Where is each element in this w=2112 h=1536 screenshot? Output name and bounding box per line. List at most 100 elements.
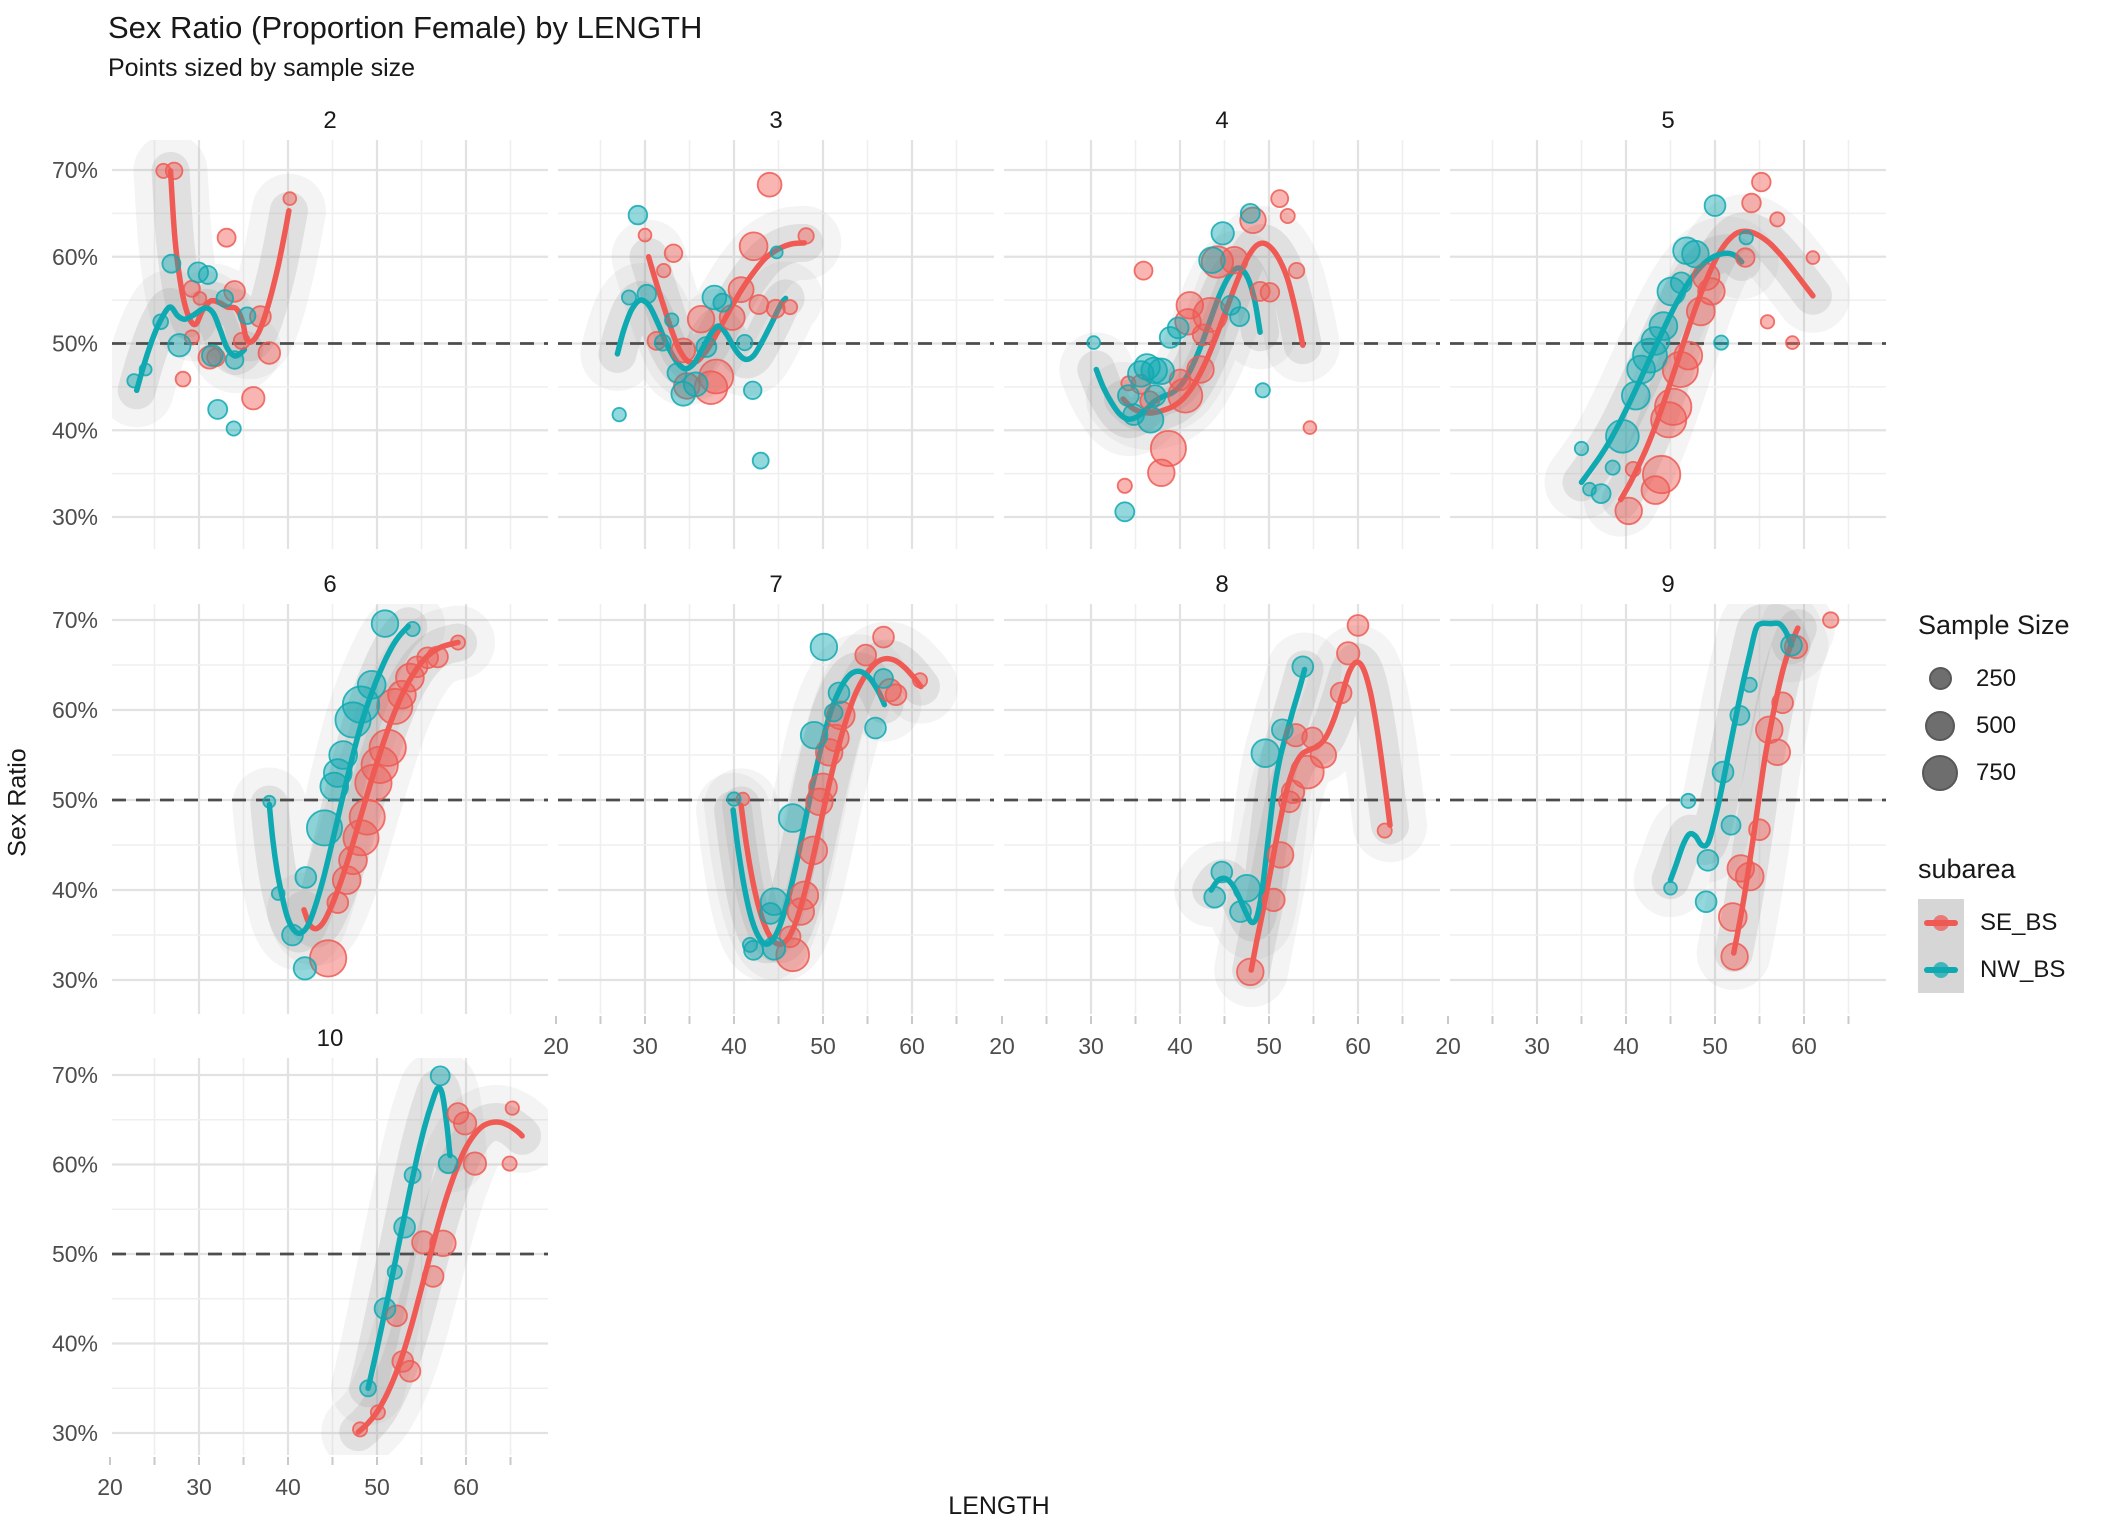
smooth-line-SE_BS [1617,228,1816,503]
panel-plot-area [112,140,548,549]
legend-size-title: Sample Size [1918,610,2070,640]
svg-text:60: 60 [1345,1033,1371,1059]
points-SE_BS [637,171,815,406]
y-axis-title: Sex Ratio [3,748,32,857]
points-NW_BS [1203,655,1315,923]
svg-text:40%: 40% [52,417,98,443]
points-NW_BS [126,253,257,437]
legend-size-item-250: 250 [1918,655,2108,702]
panel-plot-area [1004,604,1440,1014]
panel-plot-area [558,604,994,1014]
facet-panel-6: 6 70% 60% 50% 40% 30% [52,571,548,1014]
points-SE_BS [1236,614,1393,987]
facet-panel-3: 3 [558,107,994,549]
size-750-label: 750 [1976,758,2017,786]
smooth-line-SE_BS [355,1119,525,1435]
svg-text:20: 20 [97,1474,123,1500]
svg-text:60%: 60% [52,244,98,270]
svg-text:40%: 40% [52,877,98,903]
x-axis-title: LENGTH [948,1492,1050,1520]
svg-text:60%: 60% [52,1152,98,1178]
panel-plot-area [112,604,548,1014]
smooth-line-SE_BS [645,240,808,366]
points-SE_BS [1116,189,1318,494]
se-bs-label: SE_BS [1980,908,2058,936]
smooth-line-SE_BS [167,168,292,345]
facet-panel-5: 5 [1450,107,1886,549]
svg-text:50%: 50% [52,1241,98,1267]
svg-text:40: 40 [721,1033,747,1059]
facet-panel-7: 7 20 30 40 50 60 [543,571,994,1059]
facet-label: 2 [323,107,336,134]
points-NW_BS [726,632,894,961]
facet-label: 4 [1215,107,1228,134]
svg-text:30%: 30% [52,504,98,530]
facet-label: 8 [1215,571,1228,598]
svg-text:60: 60 [453,1474,479,1500]
points-NW_BS [359,1065,459,1398]
svg-text:30: 30 [186,1474,212,1500]
legend-subarea-title: subarea [1918,854,2016,884]
size-500-label: 500 [1976,711,2017,739]
svg-text:70%: 70% [52,1062,98,1088]
smooth-line-NW_BS [614,295,789,372]
svg-text:40: 40 [1613,1033,1639,1059]
facet-label: 5 [1661,107,1674,134]
facet-panel-4: 4 [1004,107,1440,549]
svg-text:50: 50 [1702,1033,1728,1059]
points-SE_BS [308,634,466,978]
svg-text:30: 30 [1078,1033,1104,1059]
smooth-line-NW_BS [365,1084,453,1392]
size-250-label: 250 [1976,664,2017,692]
points-SE_BS [352,1100,520,1438]
smooth-line-SE_BS [301,639,461,932]
facet-label: 10 [317,1025,344,1052]
svg-text:30%: 30% [52,1420,98,1446]
svg-text:20: 20 [1435,1033,1461,1059]
smooth-line-NW_BS [1578,250,1745,486]
points-NW_BS [1663,633,1803,913]
legend-subarea: subarea SE_BS NW_BS [1918,854,2108,993]
legend-size-item-750: 750 [1918,749,2108,796]
facet-panel-9: 9 20 30 40 50 60 [1435,571,1886,1059]
svg-text:50: 50 [1256,1033,1282,1059]
chart-title: Sex Ratio (Proportion Female) by LENGTH [108,10,703,45]
svg-text:40%: 40% [52,1331,98,1357]
panel-plot-area [1450,604,1886,1014]
nw-bs-label: NW_BS [1980,955,2066,983]
smooth-line-NW_BS [730,668,888,947]
facet-panel-8: 8 20 30 40 50 60 [989,571,1440,1059]
legend: Sample Size 250 500 750 subarea SE_BS [1918,610,2108,993]
se-bs-key-icon [1918,899,1964,946]
svg-text:50: 50 [810,1033,836,1059]
points-NW_BS [1573,194,1754,505]
points-NW_BS [1086,202,1271,523]
legend-size-item-500: 500 [1918,702,2108,749]
smooth-line-SE_BS [1120,240,1306,416]
legend-key-se-bs: SE_BS [1918,899,2108,946]
svg-text:20: 20 [543,1033,569,1059]
panel-plot-area [1004,140,1440,549]
smooth-line-SE_BS [738,655,924,947]
points-NW_BS [611,204,784,470]
svg-text:60: 60 [899,1033,925,1059]
size-500-circle-icon [1925,710,1955,741]
svg-text:60: 60 [1791,1033,1817,1059]
smooth-line-NW_BS [1667,620,1795,883]
facet-label: 7 [769,571,782,598]
size-250-circle-icon [1928,667,1952,690]
facet-label: 3 [769,107,782,134]
facet-label: 9 [1661,571,1674,598]
svg-text:50: 50 [364,1474,390,1500]
nw-bs-key-icon [1918,946,1964,993]
chart-subtitle: Points sized by sample size [108,54,416,82]
svg-text:30%: 30% [52,967,98,993]
svg-text:50%: 50% [52,787,98,813]
svg-text:40: 40 [1167,1033,1193,1059]
smooth-line-SE_BS [1730,625,1801,956]
svg-text:20: 20 [989,1033,1015,1059]
panel-plot-area [1450,140,1886,549]
panel-plot-area [112,1058,548,1455]
size-750-circle-icon [1922,754,1958,791]
svg-text:70%: 70% [52,607,98,633]
